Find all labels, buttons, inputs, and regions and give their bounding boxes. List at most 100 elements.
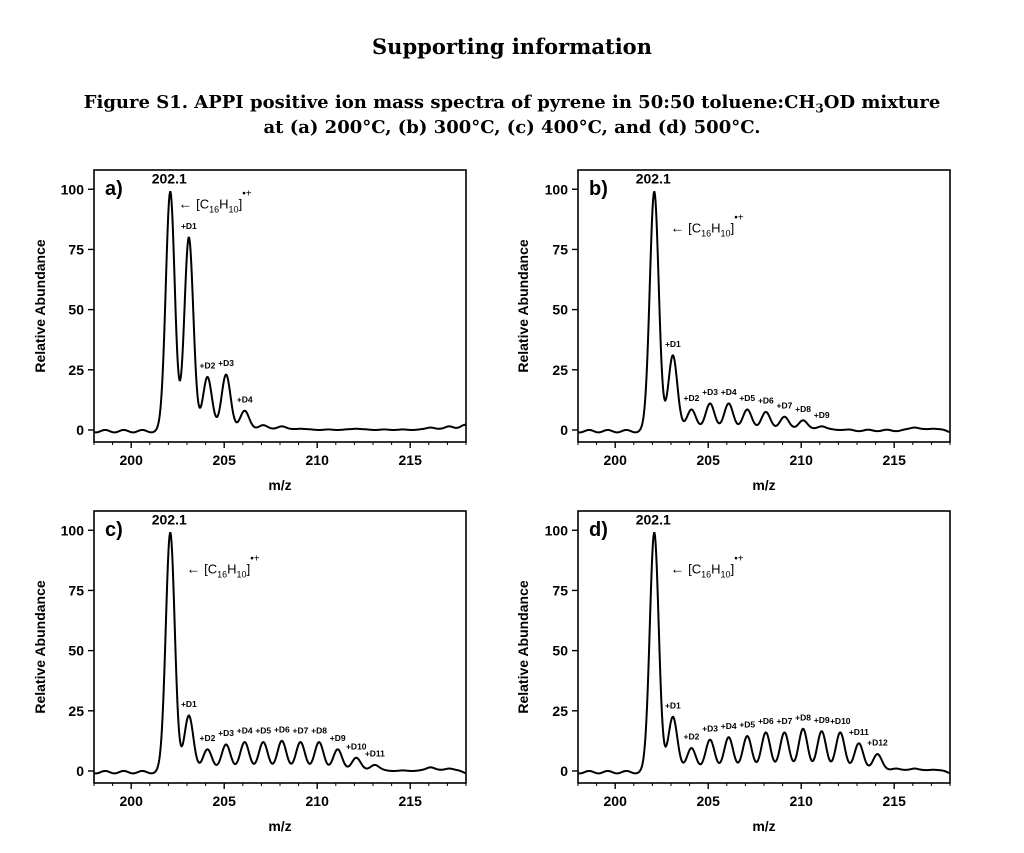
peak-label: +D1 — [181, 699, 197, 709]
main-peak-label: 202.1 — [636, 511, 671, 527]
y-tick-label: 100 — [545, 181, 569, 197]
ion-annotation-part: ] — [731, 221, 735, 236]
ion-annotation-part: •+ — [242, 189, 252, 200]
y-tick-label: 75 — [68, 582, 84, 598]
peak-label: +D3 — [702, 723, 718, 733]
ion-annotation-part: ] — [731, 562, 735, 577]
y-tick-label: 25 — [552, 362, 568, 378]
peak-label: +D12 — [867, 738, 888, 748]
x-tick-label: 210 — [790, 793, 814, 809]
y-tick-label: 50 — [68, 643, 84, 659]
peak-label: +D11 — [849, 727, 869, 737]
peak-label: +D5 — [739, 720, 755, 730]
spectrum-line — [93, 532, 467, 775]
figure-caption-line-2: at (a) 200°C, (b) 300°C, (c) 400°C, and … — [263, 117, 761, 138]
panel-label: d) — [589, 519, 608, 541]
x-tick-label: 210 — [790, 452, 814, 468]
ion-annotation-part: ] — [247, 562, 251, 577]
peak-label: +D8 — [795, 404, 811, 414]
y-tick-label: 25 — [552, 703, 568, 719]
y-axis-label: Relative Abundance — [32, 239, 48, 373]
y-tick-label: 0 — [76, 763, 84, 779]
y-tick-label: 50 — [552, 302, 568, 318]
plot-frame — [93, 169, 467, 443]
panel-label: c) — [105, 519, 123, 541]
peak-label: +D2 — [200, 361, 216, 371]
x-tick-label: 205 — [213, 452, 237, 468]
peak-label: +D4 — [237, 394, 253, 404]
x-axis-label: m/z — [752, 818, 775, 834]
y-tick-label: 0 — [76, 422, 84, 438]
peak-label: +D2 — [684, 393, 700, 403]
peak-label: +D7 — [293, 726, 309, 736]
y-tick-label: 75 — [68, 241, 84, 257]
ion-annotation-part: 10 — [237, 570, 247, 580]
x-tick-label: 215 — [883, 452, 907, 468]
y-tick-label: 0 — [560, 422, 568, 438]
y-tick-label: 100 — [61, 522, 85, 538]
ion-annotation: ← [C16H10]•+ — [186, 554, 259, 580]
ion-annotation-part: ← — [186, 561, 204, 577]
peak-label: +D10 — [346, 741, 367, 751]
ion-annotation-part: [C — [196, 197, 209, 212]
spectrum-panel-d — [572, 510, 951, 789]
ion-annotation-part: ← — [670, 561, 688, 577]
peak-label: +D6 — [274, 724, 290, 734]
x-tick-label: 200 — [120, 452, 144, 468]
main-peak-label: 202.1 — [152, 511, 187, 527]
peak-label: +D1 — [665, 339, 681, 349]
ion-annotation-part: H — [711, 562, 720, 577]
ion-annotation: ← [C16H10]•+ — [670, 554, 743, 580]
y-tick-label: 0 — [560, 763, 568, 779]
ion-annotation-part: H — [227, 562, 236, 577]
ion-annotation-part: 10 — [229, 205, 239, 215]
peak-label: +D10 — [830, 716, 851, 726]
ion-annotation-part: ← — [670, 220, 688, 236]
x-axis-label: m/z — [268, 477, 291, 493]
peak-label: +D5 — [739, 393, 755, 403]
spectrum-panel-a — [88, 169, 467, 448]
y-tick-label: 25 — [68, 703, 84, 719]
ion-annotation-part: 16 — [701, 570, 711, 580]
x-axis-label: m/z — [268, 818, 291, 834]
peak-label: +D2 — [684, 732, 700, 742]
x-tick-label: 205 — [697, 793, 721, 809]
y-tick-label: 75 — [552, 582, 568, 598]
peak-label: +D2 — [200, 733, 216, 743]
ion-annotation-part: 10 — [721, 570, 731, 580]
ion-annotation-part: 16 — [701, 229, 711, 239]
peak-label: +D3 — [218, 358, 234, 368]
peak-label: +D8 — [795, 712, 811, 722]
x-tick-label: 215 — [883, 793, 907, 809]
spectrum-panel-c — [88, 510, 467, 789]
caption-subscript: 3 — [815, 101, 824, 116]
ion-annotation-part: [C — [688, 221, 701, 236]
peak-label: +D5 — [255, 726, 271, 736]
x-axis-label: m/z — [752, 477, 775, 493]
ion-annotation: ← [C16H10]•+ — [670, 213, 743, 239]
y-axis-label: Relative Abundance — [515, 239, 531, 373]
ion-annotation-part: 16 — [209, 205, 219, 215]
ion-annotation-part: 16 — [217, 570, 227, 580]
x-tick-label: 200 — [604, 452, 628, 468]
y-axis-label: Relative Abundance — [515, 580, 531, 714]
main-peak-label: 202.1 — [152, 170, 187, 186]
x-tick-label: 205 — [213, 793, 237, 809]
y-tick-label: 100 — [61, 181, 85, 197]
spectrum-line — [577, 532, 951, 775]
peak-label: +D3 — [702, 387, 718, 397]
peak-label: +D8 — [311, 726, 327, 736]
peak-label: +D4 — [237, 726, 253, 736]
spectrum-line — [93, 191, 467, 434]
caption-text-pre: Figure S1. APPI positive ion mass spectr… — [83, 92, 816, 113]
x-tick-label: 200 — [120, 793, 144, 809]
y-tick-label: 25 — [68, 362, 84, 378]
spectrum-panel-b — [572, 169, 951, 448]
plot-frame — [577, 510, 951, 784]
ion-annotation-part: ← — [178, 196, 196, 212]
y-tick-label: 50 — [68, 302, 84, 318]
panel-label: a) — [105, 178, 123, 200]
x-tick-label: 215 — [399, 452, 423, 468]
ion-annotation-part: ] — [239, 197, 243, 212]
